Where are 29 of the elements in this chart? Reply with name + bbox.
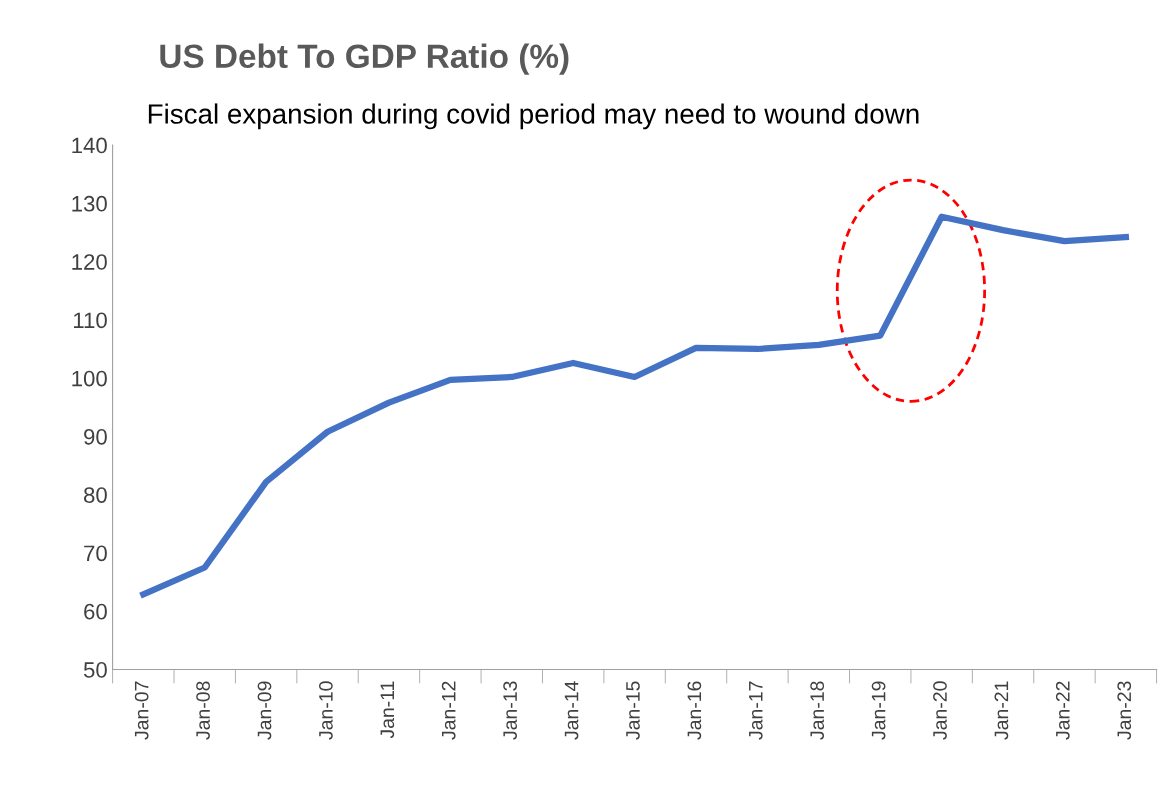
y-tick-label: 80 [84,487,107,503]
y-tick-label: 70 [84,545,107,562]
x-tick-label: Jan-22 [1055,681,1070,740]
y-tick-label: 120 [72,254,107,270]
y-tick-label: 90 [84,428,107,445]
x-tick-label: Jan-18 [810,681,825,740]
x-tick-label: Jan-17 [749,681,763,740]
chart-subtitle: Fiscal expansion during covid period may need to wound down [148,103,919,130]
x-tick-label: Jan-13 [503,681,517,740]
y-tick-label: 130 [72,195,107,212]
x-tick-label: Jan-11 [380,681,395,739]
x-tick-label: Jan-09 [257,681,272,740]
y-tick-label: 140 [72,137,107,154]
x-tick-label: Jan-20 [933,681,947,740]
x-tick-label: Jan-10 [318,681,333,740]
y-tick-label: 110 [74,312,107,329]
y-tick-label: 60 [84,603,107,620]
x-tick-label: Jan-08 [196,681,210,740]
y-tick-label: 100 [72,370,107,387]
y-tick-label: 50 [83,662,107,678]
x-tick-label: Jan-16 [687,681,702,740]
x-tick-label: Jan-21 [994,681,1009,740]
x-tick-label: Jan-07 [134,681,149,740]
x-tick-label: Jan-15 [626,681,640,740]
x-tick-label: Jan-12 [441,681,456,740]
x-tick-label: Jan-19 [871,681,886,740]
x-tick-label: Jan-23 [1117,681,1132,740]
x-tick-label: Jan-14 [564,681,579,740]
chart-title: US Debt To GDP Ratio (%) [160,43,569,75]
